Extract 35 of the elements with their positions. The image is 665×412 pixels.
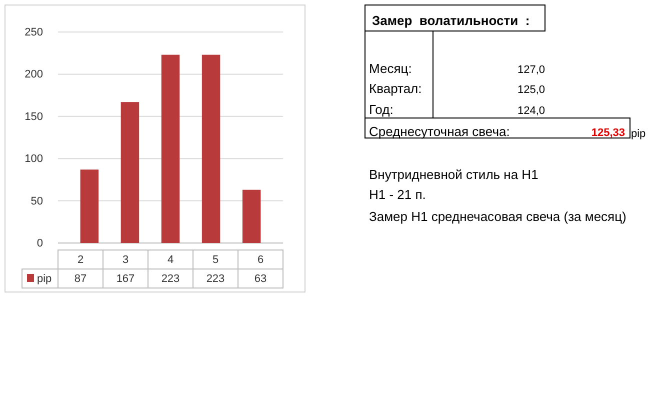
bar — [120, 102, 140, 243]
y-tick-label: 200 — [24, 68, 43, 81]
text: Месяц: — [369, 61, 412, 76]
text: 125,0 — [517, 84, 545, 96]
x-tick-label: 5 — [212, 254, 219, 266]
y-tick-label: 100 — [24, 153, 43, 166]
text: Внутридневной стиль на H1 — [369, 167, 538, 182]
data-label: 87 — [74, 273, 87, 285]
bar — [202, 54, 220, 243]
bar — [242, 190, 261, 243]
bar — [161, 54, 180, 243]
data-label: 167 — [116, 273, 135, 285]
text: Среднесуточная свеча: — [369, 124, 510, 139]
text: Год: — [369, 102, 394, 117]
y-tick-label: 50 — [30, 195, 43, 208]
text: pip — [631, 128, 646, 140]
x-tick-label: 3 — [122, 254, 129, 266]
y-tick-label: 250 — [24, 26, 43, 39]
text: Замер H1 среднечасовая свеча (за месяц) — [369, 209, 626, 224]
text: H1 - 21 п. — [369, 187, 426, 202]
data-label: 223 — [161, 273, 180, 285]
text: Замер волатильности : — [372, 13, 530, 28]
bar — [80, 170, 99, 243]
legend-label: pip — [37, 273, 52, 285]
text: 127,0 — [517, 64, 545, 76]
text: 124,0 — [517, 105, 545, 117]
data-label: 223 — [206, 273, 225, 285]
data-label: 63 — [254, 273, 267, 285]
x-tick-label: 4 — [167, 254, 174, 266]
text: 125,33 — [591, 127, 625, 139]
text: Квартал: — [369, 81, 422, 96]
y-tick-label: 0 — [36, 238, 43, 250]
x-tick-label: 6 — [257, 254, 264, 266]
y-tick-label: 150 — [24, 110, 43, 123]
x-tick-label: 2 — [77, 254, 84, 266]
